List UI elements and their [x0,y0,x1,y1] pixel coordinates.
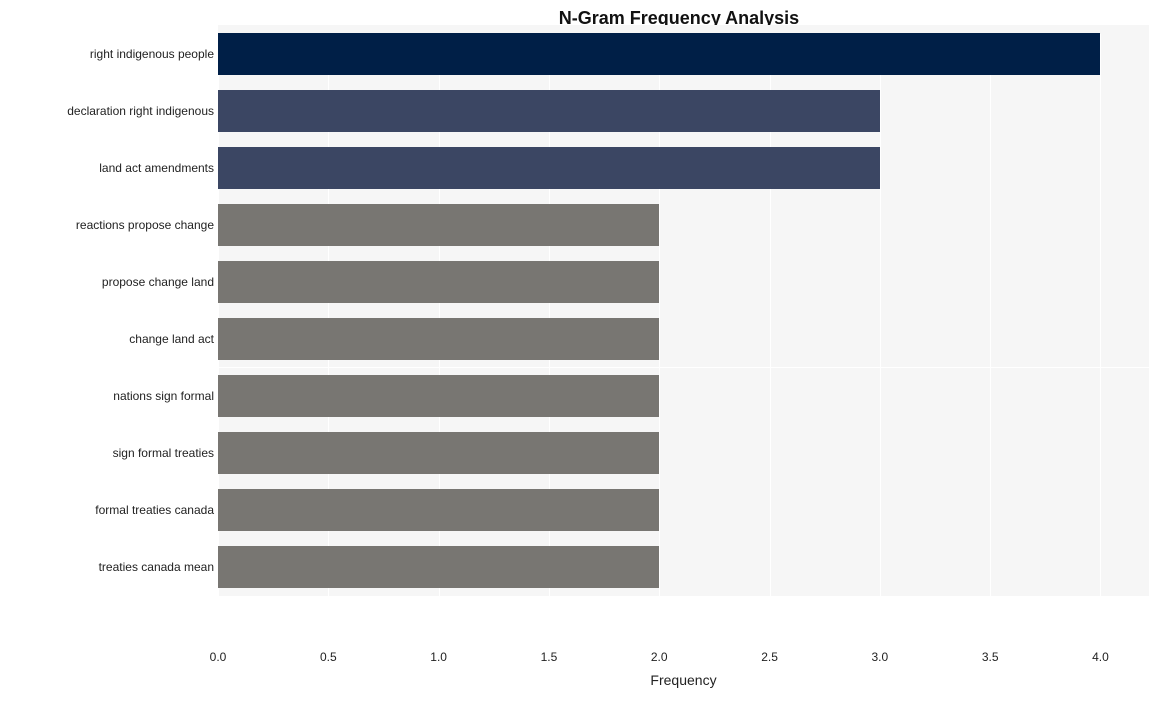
x-tick-label: 0.0 [210,650,227,664]
x-axis-ticks: 0.00.51.01.52.02.53.03.54.0 [218,650,1149,670]
x-tick-label: 3.5 [982,650,999,664]
y-tick-label: nations sign formal [113,389,214,403]
bar [218,546,659,588]
bar [218,375,659,417]
chart-container: N-Gram Frequency Analysis right indigeno… [0,0,1158,701]
x-tick-label: 2.0 [651,650,668,664]
y-tick-label: land act amendments [99,161,214,175]
plot-area [218,34,1149,644]
y-tick-label: sign formal treaties [113,446,214,460]
y-tick-label: declaration right indigenous [67,104,214,118]
x-tick-label: 0.5 [320,650,337,664]
y-axis-labels: right indigenous people declaration right… [0,34,214,644]
bar [218,90,880,132]
bar [218,147,880,189]
bar [218,432,659,474]
grid-line [990,34,991,644]
y-tick-label: treaties canada mean [99,560,214,574]
bar [218,318,659,360]
y-tick-label: formal treaties canada [95,503,214,517]
x-tick-label: 1.5 [541,650,558,664]
x-tick-label: 3.0 [872,650,889,664]
y-tick-label: change land act [129,332,214,346]
x-axis-label: Frequency [218,672,1149,688]
bar [218,204,659,246]
x-tick-label: 1.0 [430,650,447,664]
x-tick-label: 2.5 [761,650,778,664]
bar [218,33,1100,75]
y-tick-label: reactions propose change [76,218,214,232]
x-tick-label: 4.0 [1092,650,1109,664]
bar [218,261,659,303]
y-tick-label: propose change land [102,275,214,289]
y-tick-label: right indigenous people [90,47,214,61]
grid-line [1100,34,1101,644]
bar [218,489,659,531]
grid-line [880,34,881,644]
